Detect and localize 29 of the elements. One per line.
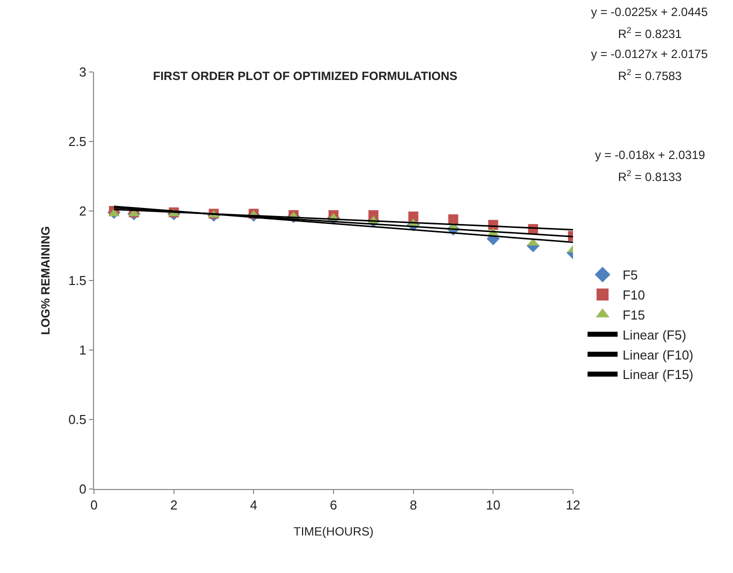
y-tick-label: 1 [79,342,86,358]
y-axis-title: LOG% REMAINING [38,226,53,335]
x-tick-label: 8 [410,498,417,513]
legend-label: F15 [622,307,645,322]
legend-label: F10 [622,288,645,303]
text: y = -0.0225x + 2.0445 [591,5,708,19]
y-tick-label: 0.5 [68,412,86,428]
y-tick-label: 1.5 [68,273,86,288]
chart-title: FIRST ORDER PLOT OF OPTIMIZED FORMULATIONS [153,69,458,83]
x-tick-label: 4 [250,498,258,513]
y-tick-label: 2 [79,204,86,219]
x-tick-label: 2 [170,498,178,513]
y-tick-label: 3 [79,64,86,80]
y-tick-label: 0 [79,482,86,497]
text: y = -0.0127x + 2.0175 [591,47,708,61]
legend-label: F5 [622,268,638,283]
x-tick-label: 6 [330,498,338,513]
text: R$^{2}$ = 0.8133 [618,168,682,184]
legend-label: Linear (F10) [622,347,694,362]
legend-label: Linear (F15) [622,367,694,382]
text: y = -0.018x + 2.0319 [595,148,706,162]
text: R$^{2}$ = 0.7583 [618,67,682,84]
y-tick-label: 2.5 [68,134,86,150]
x-tick-label: 12 [566,498,580,513]
legend-label: Linear (F5) [622,327,686,342]
x-axis-title: TIME(HOURS) [294,524,374,538]
text: R$^{2}$ = 0.8231 [618,25,682,42]
x-tick-label: 10 [486,498,500,513]
x-tick-label: 0 [90,498,98,513]
